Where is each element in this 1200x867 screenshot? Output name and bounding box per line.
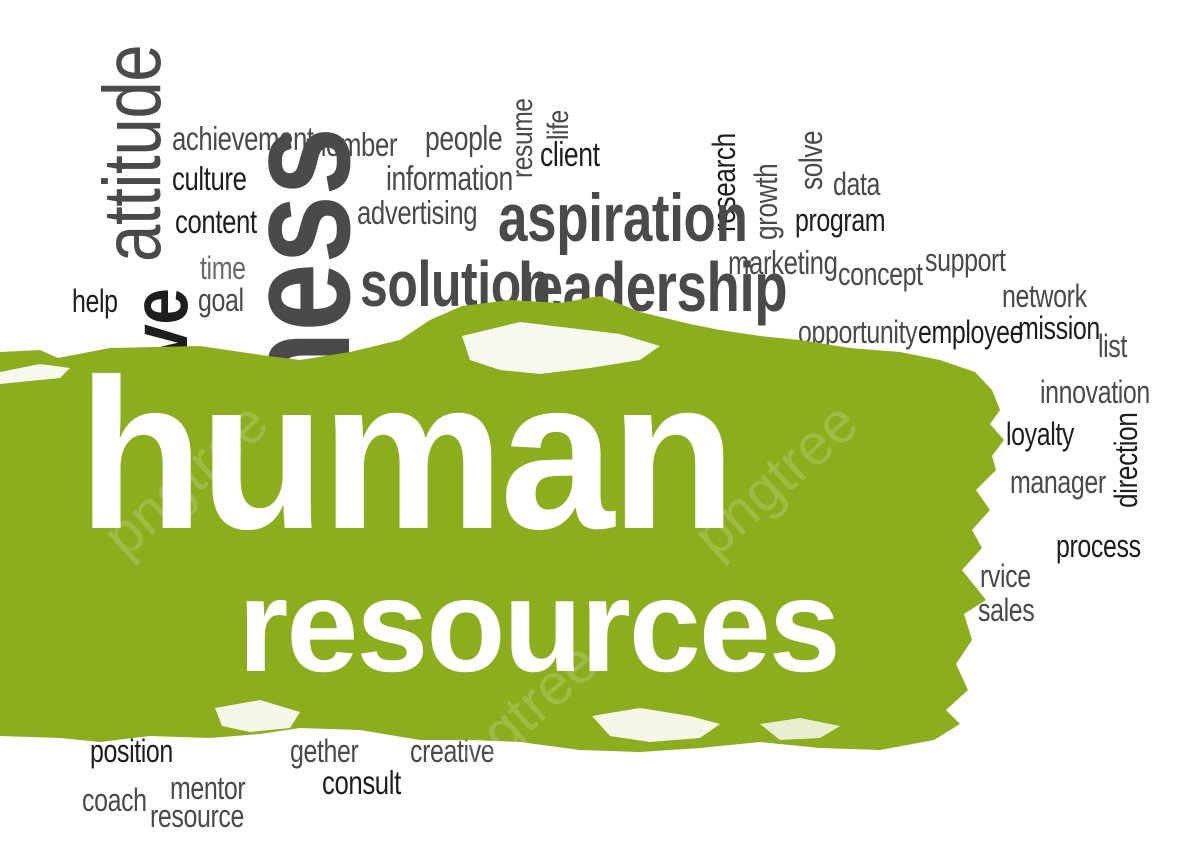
word-coach: coach <box>82 782 147 818</box>
word-resource: resource <box>150 798 244 834</box>
word-program: program <box>795 202 886 238</box>
brush-gap <box>215 700 300 732</box>
word-process: process <box>1056 528 1141 564</box>
word-loyalty: loyalty <box>1006 416 1075 452</box>
word-mentor: mentor <box>170 770 246 806</box>
brush-gap <box>0 364 70 384</box>
word-concept: concept <box>838 256 923 292</box>
word-together: gether <box>290 733 359 769</box>
word-content: content <box>175 203 257 240</box>
word-support: support <box>925 242 1006 278</box>
word-consult: consult <box>322 764 401 801</box>
word-marketing: marketing <box>728 244 838 281</box>
word-service: rvice <box>980 558 1031 594</box>
word-manager: manager <box>1010 464 1106 500</box>
word-list: list <box>1098 328 1127 364</box>
brush-gap <box>592 708 720 742</box>
word-sales: sales <box>978 592 1035 628</box>
word-data: data <box>833 166 881 202</box>
word-information: information <box>386 160 513 198</box>
banner-shape <box>0 296 1004 752</box>
word-mission: mission <box>1018 310 1100 346</box>
word-people: people <box>425 120 503 158</box>
word-time: time <box>200 250 246 286</box>
word-client: client <box>540 136 600 174</box>
headline-resources: resources <box>238 552 841 699</box>
headline-human: human <box>78 335 736 574</box>
word-innovation: innovation <box>1040 374 1150 410</box>
word-aspiration: aspiration <box>498 180 748 256</box>
word-network: network <box>1002 278 1087 314</box>
word-member: member <box>305 126 398 163</box>
word-goal: goal <box>198 282 244 318</box>
word-help: help <box>72 283 118 319</box>
word-opportunity: opportunity <box>798 314 918 350</box>
word-achievement: achievement <box>172 120 314 157</box>
brush-gap <box>462 322 660 374</box>
word-employee: employee <box>918 314 1024 350</box>
word-advertising: advertising <box>357 194 478 231</box>
brush-gap <box>760 718 840 740</box>
word-culture: culture <box>172 160 247 197</box>
